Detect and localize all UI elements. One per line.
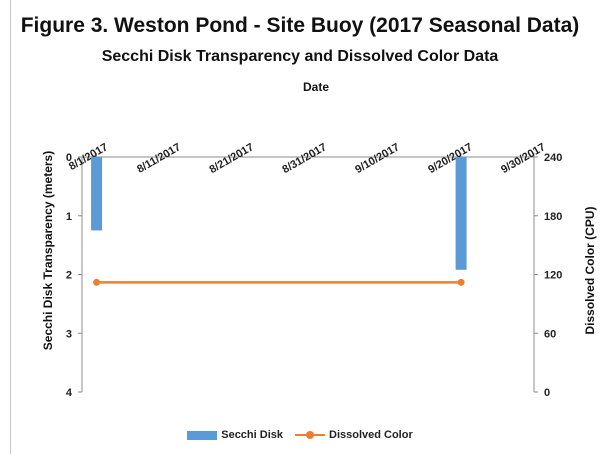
y-axis-right-title: Dissolved Color (CPU) [583, 206, 597, 334]
y-right-tick-label: 0 [544, 387, 550, 399]
chart-subtitle: Secchi Disk Transparency and Dissolved C… [101, 48, 499, 65]
frame-border [10, 0, 11, 454]
legend-swatch-secchi [187, 430, 218, 440]
y-left-tick-label: 1 [66, 211, 72, 223]
x-tick-label: 9/30/2017 [499, 141, 547, 176]
x-tick-label: 8/21/2017 [208, 141, 256, 176]
y-left-tick-label: 3 [66, 328, 72, 340]
y-left-tick-label: 4 [66, 387, 73, 399]
x-tick-label: 9/10/2017 [353, 141, 401, 176]
legend-swatch-color [295, 430, 325, 440]
x-tick-label: 8/11/2017 [135, 141, 183, 176]
y-left-tick-label: 2 [66, 270, 72, 282]
x-tick-label: 8/31/2017 [280, 141, 328, 176]
dissolved-color-point [93, 278, 101, 286]
y-axis-left-title: Secchi Disk Transparency (meters) [41, 151, 55, 350]
dissolved-color-point [457, 278, 465, 286]
legend-item-color: Dissolved Color [295, 429, 413, 441]
x-axis-title: Date [303, 80, 329, 94]
y-left-tick-label: 0 [66, 152, 72, 164]
y-right-tick-label: 180 [544, 211, 562, 223]
y-right-tick-label: 240 [544, 152, 562, 164]
legend-label-color: Dissolved Color [329, 429, 413, 441]
y-right-tick-label: 60 [544, 328, 556, 340]
x-tick-label: 9/20/2017 [426, 141, 474, 176]
legend: Secchi Disk Dissolved Color [0, 429, 600, 441]
secchi-bar [455, 157, 467, 270]
chart-title: Figure 3. Weston Pond - Site Buoy (2017 … [20, 14, 580, 37]
y-right-tick-label: 120 [544, 270, 562, 282]
secchi-bar [91, 157, 103, 231]
legend-item-secchi: Secchi Disk [187, 429, 283, 441]
legend-label-secchi: Secchi Disk [221, 429, 283, 441]
